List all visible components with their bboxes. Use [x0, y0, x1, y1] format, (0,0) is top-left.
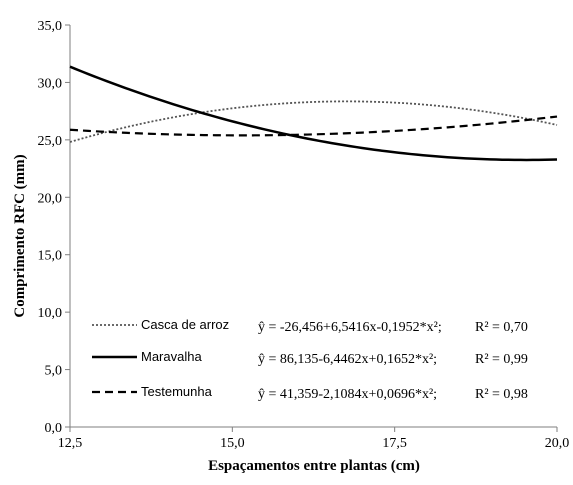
y-tick-label: 5,0: [45, 364, 63, 379]
series-line-casca-de-arroz: [69, 100, 558, 143]
x-tick-label: 15,0: [220, 436, 245, 451]
y-tick-label: 15,0: [38, 249, 63, 264]
y-tick-label: 25,0: [38, 134, 63, 149]
y-axis-ticks: 0,0 5,0 10,0 15,0 20,0 25,0 30,0 35,0: [38, 19, 70, 436]
legend-r-squared: R² = 0,98: [475, 387, 528, 402]
legend-r-squared: R² = 0,99: [475, 352, 528, 367]
legend-equation: ŷ = 86,135-6,4462x+0,1652*x²;: [258, 352, 437, 367]
legend-r-squared: R² = 0,70: [475, 320, 528, 335]
x-axis-title: Espaçamentos entre plantas (cm): [208, 458, 420, 474]
legend-series-name: Casca de arroz: [141, 317, 229, 332]
legend-equation: ŷ = 41,359-2,1084x+0,0696*x²;: [258, 387, 437, 402]
legend-series-name: Testemunha: [141, 384, 213, 399]
x-tick-label: 20,0: [545, 436, 570, 451]
x-tick-label: 17,5: [382, 436, 407, 451]
x-axis-ticks: 12,5 15,0 17,5 20,0: [58, 427, 570, 451]
legend: Casca de arroz ŷ = -26,456+6,5416x-0,1952…: [92, 317, 528, 402]
y-tick-label: 30,0: [38, 76, 63, 91]
series-line-testemunha: [69, 115, 558, 137]
y-tick-label: 35,0: [38, 19, 63, 34]
y-tick-label: 0,0: [45, 421, 63, 436]
y-axis-title: Comprimento RFC (mm): [12, 154, 28, 317]
series-line-maravalha: [69, 65, 558, 162]
series-lines: [69, 65, 558, 162]
legend-series-name: Maravalha: [141, 349, 202, 364]
legend-equation: ŷ = -26,456+6,5416x-0,1952*x²;: [258, 320, 442, 335]
y-tick-label: 10,0: [38, 306, 63, 321]
y-tick-label: 20,0: [38, 191, 63, 206]
x-tick-label: 12,5: [58, 436, 83, 451]
